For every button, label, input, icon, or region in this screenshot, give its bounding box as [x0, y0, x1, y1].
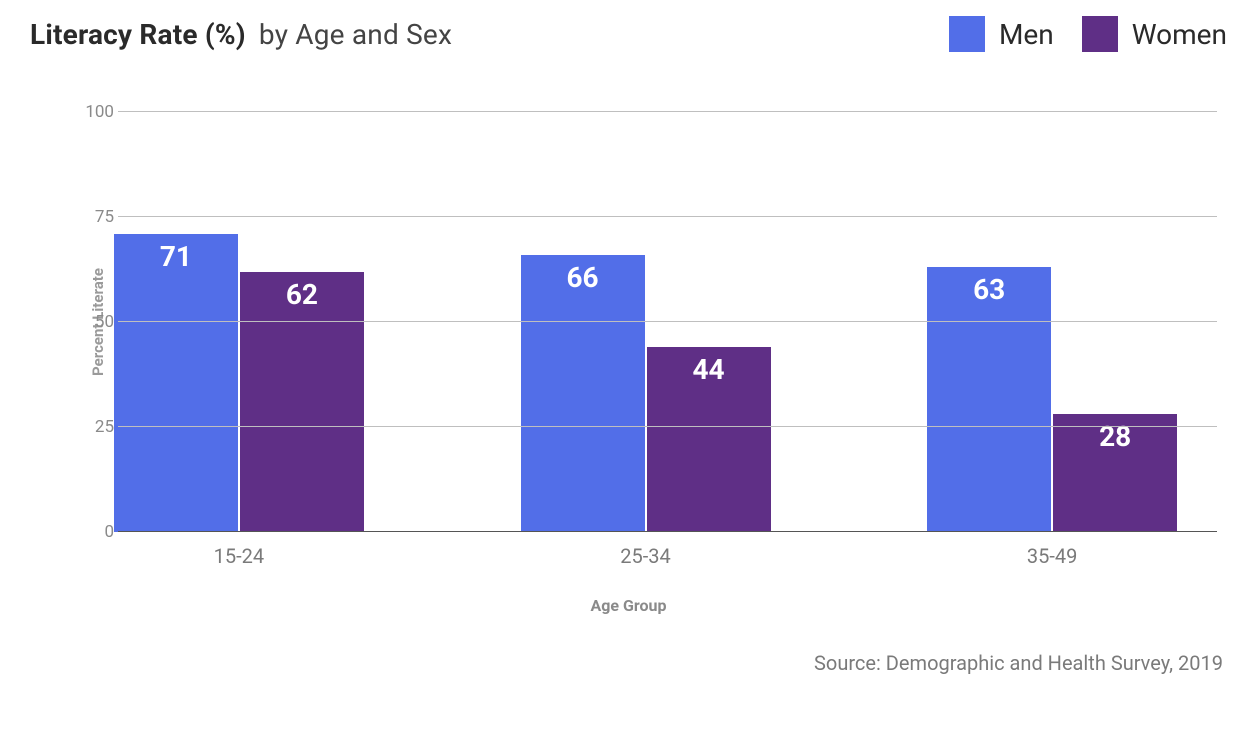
y-tick-label: 25	[80, 417, 114, 437]
chart-header: Literacy Rate (%) by Age and Sex Men Wom…	[30, 16, 1227, 52]
gridline	[118, 426, 1217, 427]
bar-group: 63 28	[927, 112, 1177, 532]
bars-layer: 716266446328	[118, 112, 1217, 532]
chart-title: Literacy Rate (%) by Age and Sex	[30, 18, 452, 51]
y-tick-label: 0	[80, 522, 114, 542]
chart-grid: 716266446328 0255075100	[80, 112, 1217, 532]
legend-swatch-women	[1082, 16, 1118, 52]
gridline	[118, 216, 1217, 217]
chart-source: Source: Demographic and Health Survey, 2…	[30, 651, 1227, 675]
bar-value-label: 62	[240, 278, 364, 311]
chart-container: Literacy Rate (%) by Age and Sex Men Wom…	[0, 0, 1257, 729]
legend-swatch-men	[949, 16, 985, 52]
x-tick-label: 15-24	[214, 544, 265, 568]
x-tick-label: 25-34	[620, 544, 671, 568]
gridline	[118, 111, 1217, 112]
bar-group: 7162	[114, 112, 364, 532]
x-axis: 15-24 25-34 35-49	[118, 532, 1217, 582]
bar-group: 66 44	[521, 112, 771, 532]
legend-label-men: Men	[999, 18, 1054, 51]
bar: 71	[114, 234, 238, 532]
legend-item-men: Men	[949, 16, 1054, 52]
y-tick-label: 50	[80, 312, 114, 332]
plot-area: Percent Literate 716266446328 0255075100	[80, 112, 1217, 532]
bar-value-label: 71	[114, 240, 238, 273]
legend-item-women: Women	[1082, 16, 1227, 52]
chart-title-main: Literacy Rate (%)	[30, 18, 246, 51]
bar-value-label: 44	[647, 353, 771, 386]
legend: Men Women	[949, 16, 1227, 52]
bar: 28	[1053, 414, 1177, 532]
gridline	[118, 321, 1217, 322]
legend-label-women: Women	[1132, 18, 1227, 51]
x-tick-label: 35-49	[1027, 544, 1078, 568]
y-tick-label: 75	[80, 207, 114, 227]
y-tick-label: 100	[80, 102, 114, 122]
bar: 44	[647, 347, 771, 532]
chart-title-sub: by Age and Sex	[252, 18, 452, 51]
bar: 62	[240, 272, 364, 532]
bar: 63	[927, 267, 1051, 532]
bar-value-label: 66	[521, 261, 645, 294]
x-axis-label: Age Group	[30, 596, 1227, 615]
bar: 66	[521, 255, 645, 532]
bar-value-label: 63	[927, 273, 1051, 306]
